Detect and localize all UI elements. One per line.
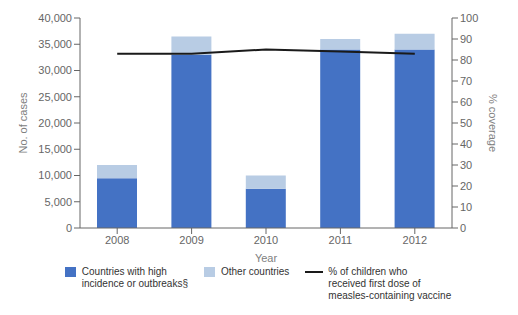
svg-text:0: 0 [460,222,466,234]
svg-text:90: 90 [460,33,472,45]
html-text:% of children who received fir: % of children who received first dose of… [328,266,452,301]
svg-text:2008: 2008 [105,234,129,246]
svg-text:2011: 2011 [329,234,353,246]
svg-text:Year: Year [255,252,278,264]
svg-text:35,000: 35,000 [38,38,72,50]
svg-text:50: 50 [460,117,472,129]
svg-text:20,000: 20,000 [38,117,72,129]
svg-text:60: 60 [460,96,472,108]
svg-text:80: 80 [460,54,472,66]
svg-text:100: 100 [460,12,478,24]
svg-text:30: 30 [460,159,472,171]
svg-text:30,000: 30,000 [38,64,72,76]
svg-text:15,000: 15,000 [38,143,72,155]
svg-text:40,000: 40,000 [38,12,72,24]
svg-text:5,000: 5,000 [44,196,72,208]
svg-text:2009: 2009 [179,234,203,246]
svg-text:40: 40 [460,138,472,150]
svg-text:No. of cases: No. of cases [17,92,29,154]
html-text:Other countries: Other countries [221,266,290,277]
svg-text:10,000: 10,000 [38,169,72,181]
svg-text:25,000: 25,000 [38,91,72,103]
svg-text:0: 0 [66,222,72,234]
svg-text:20: 20 [460,180,472,192]
svg-text:2012: 2012 [403,234,427,246]
svg-text:10: 10 [460,201,472,213]
svg-text:% coverage: % coverage [487,94,499,152]
svg-text:2010: 2010 [254,234,278,246]
html-text:Countries with high incidence: Countries with high incidence or outbrea… [81,266,188,289]
svg-text:70: 70 [460,75,472,87]
